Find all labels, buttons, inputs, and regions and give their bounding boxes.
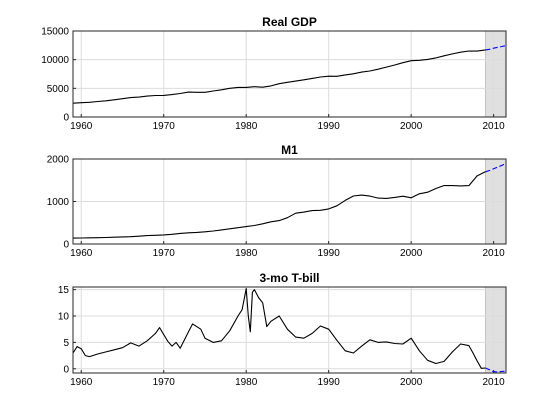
y-grid	[73, 158, 506, 245]
y-tick-label: 2000	[47, 155, 70, 166]
x-tick-labels: 1960 1970 1980 1990 2000 2010	[70, 121, 505, 132]
x-tick-labels: 1960 1970 1980 1990 2000 2010	[70, 377, 505, 388]
x-tick-label: 1960	[70, 248, 93, 259]
panel-real-gdp: Real GDP 0 5000 10000 15000 1960 1970 1980 199…	[41, 15, 507, 132]
series-line-forecast	[485, 162, 507, 173]
x-tick-label: 2010	[483, 377, 506, 388]
y-tick-label: 5000	[47, 84, 70, 95]
y-grid	[73, 30, 506, 118]
x-tick-label: 2000	[400, 248, 423, 259]
y-tick-labels: 0 5000 10000 15000	[41, 27, 69, 124]
x-tick-label: 1970	[153, 248, 176, 259]
panel-title: 3-mo T-bill	[260, 271, 320, 285]
x-tick-label: 2010	[483, 248, 506, 259]
x-tick-label: 2000	[400, 121, 423, 132]
shaded-region	[484, 30, 507, 118]
x-grid	[80, 287, 495, 373]
series-line-historical	[72, 171, 486, 239]
panel-m1: M1 0 1000 2000 1960 1970 1980 1990 2000 2010	[47, 143, 507, 259]
shaded-region	[484, 286, 507, 374]
y-tick-label: 0	[63, 113, 69, 124]
y-tick-label: 0	[63, 364, 69, 375]
y-tick-labels: 0 1000 2000	[47, 155, 70, 251]
y-grid	[73, 289, 506, 370]
x-tick-label: 1990	[318, 377, 341, 388]
x-tick-label: 1980	[235, 121, 258, 132]
y-tick-label: 0	[63, 240, 69, 251]
x-tick-label: 1970	[153, 377, 176, 388]
y-tick-labels: 0 5 10 15	[58, 285, 70, 375]
panel-title: Real GDP	[262, 15, 317, 29]
series-line-forecast	[485, 367, 507, 373]
axes-box	[72, 158, 507, 245]
x-tick-label: 1990	[318, 248, 341, 259]
x-tick-label: 2010	[483, 121, 506, 132]
series-line-historical	[72, 288, 486, 369]
y-tick-label: 10	[58, 312, 70, 323]
x-grid	[80, 31, 495, 117]
x-tick-label: 1990	[318, 121, 341, 132]
panel-title: M1	[281, 143, 298, 157]
panel-3mo-tbill: 3-mo T-bill 0 5 10 15 1960 1970 1980 1990 2000 2…	[58, 271, 507, 388]
y-tick-label: 10000	[41, 55, 69, 66]
axes-box	[72, 30, 507, 118]
x-tick-labels: 1960 1970 1980 1990 2000 2010	[70, 248, 505, 259]
axes-box	[72, 286, 507, 374]
x-tick-label: 1980	[235, 248, 258, 259]
y-tick-label: 5	[63, 338, 69, 349]
y-tick-label: 15000	[41, 27, 69, 38]
x-tick-label: 1980	[235, 377, 258, 388]
series-line-forecast	[485, 45, 507, 51]
series-line-historical	[72, 49, 486, 104]
y-tick-label: 15	[58, 285, 70, 296]
x-tick-label: 1960	[70, 377, 93, 388]
y-tick-label: 1000	[47, 197, 70, 208]
x-tick-label: 2000	[400, 377, 423, 388]
x-tick-label: 1960	[70, 121, 93, 132]
x-tick-label: 1970	[153, 121, 176, 132]
